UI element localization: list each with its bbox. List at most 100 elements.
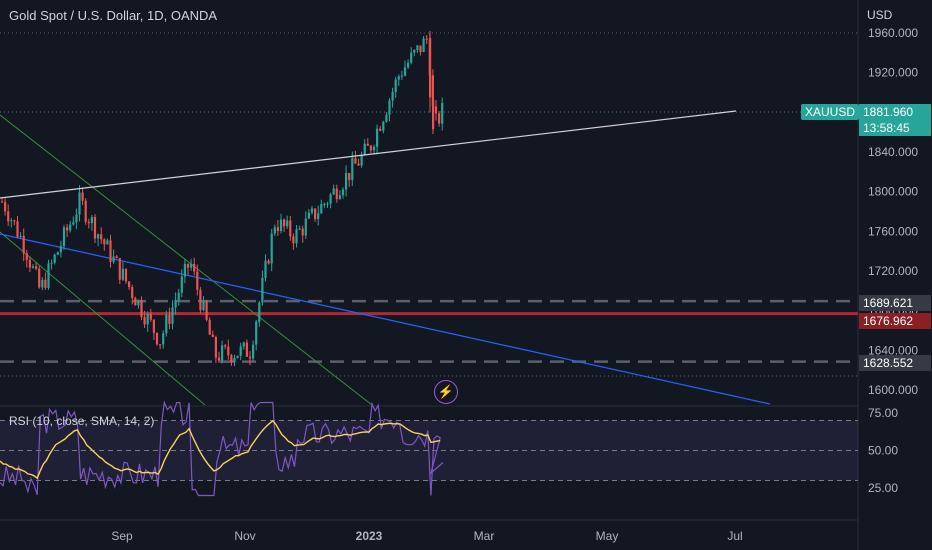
candle-body <box>124 268 128 282</box>
candle-body <box>115 256 118 259</box>
candle-body <box>53 254 56 263</box>
candle-body <box>140 300 143 317</box>
candle-body <box>16 221 19 237</box>
rsi-ma-line <box>0 419 441 480</box>
currency-label: USD <box>867 8 893 22</box>
lightning-icon[interactable]: ⚡ <box>434 380 458 404</box>
candle-body <box>177 292 180 301</box>
candle-body <box>230 355 233 363</box>
candles-group <box>0 31 444 367</box>
candle-body <box>348 172 351 181</box>
candle-body <box>236 355 239 358</box>
candle-body <box>310 208 314 213</box>
candle-body <box>221 345 224 361</box>
candle-body <box>19 235 22 237</box>
candle-body <box>214 336 217 358</box>
candle-body <box>149 313 152 320</box>
candle-body <box>227 346 230 356</box>
candle-body <box>332 188 335 195</box>
candle-body <box>329 194 332 204</box>
candle-body <box>66 227 69 231</box>
candle-body <box>97 234 100 239</box>
channel-lower-line <box>0 231 206 406</box>
candle-body <box>400 75 403 77</box>
candle-body <box>205 301 208 320</box>
candle-body <box>354 158 357 164</box>
candle-body <box>357 163 360 166</box>
time-axis-label: Jul <box>727 529 742 543</box>
candle-body <box>407 62 410 68</box>
candle-body <box>376 128 379 147</box>
price-tick-label: 1600.000 <box>868 383 918 397</box>
candle-body <box>441 103 444 124</box>
candle-body <box>190 264 193 268</box>
candle-body <box>59 246 62 253</box>
candle-body <box>62 227 66 247</box>
candle-body <box>193 264 196 272</box>
candle-body <box>388 100 391 115</box>
candle-body <box>242 342 245 347</box>
time-axis-label: Mar <box>474 529 495 543</box>
candle-body <box>403 67 407 76</box>
candle-body <box>261 277 264 303</box>
time-axis-label: May <box>596 529 619 543</box>
candle-body <box>13 220 16 222</box>
candle-body <box>47 263 50 288</box>
candle-body <box>103 239 106 245</box>
candle-body <box>35 266 38 269</box>
candle-body <box>434 106 438 114</box>
candle-body <box>90 217 93 224</box>
blue-trend-line <box>0 233 771 405</box>
white-trend-line <box>0 110 737 199</box>
candle-body <box>162 333 165 345</box>
candle-body <box>44 279 47 288</box>
candle-body <box>292 236 295 244</box>
candle-body <box>72 222 75 225</box>
candle-body <box>202 301 205 311</box>
candle-body <box>186 263 190 268</box>
candle-body <box>273 227 276 234</box>
candle-body <box>289 220 292 237</box>
candle-body <box>416 45 419 50</box>
candle-body <box>432 99 435 130</box>
level-tag-1689: 1689.621 <box>859 295 931 311</box>
candle-body <box>56 252 59 255</box>
candle-body <box>295 229 298 244</box>
candle-body <box>397 76 400 80</box>
candle-body <box>429 37 432 98</box>
candle-body <box>323 203 326 205</box>
candle-body <box>159 344 162 346</box>
candle-body <box>87 221 90 224</box>
candle-body <box>267 260 270 264</box>
candle-body <box>341 189 345 196</box>
rsi-line <box>0 400 444 497</box>
candle-body <box>84 200 87 222</box>
candle-body <box>38 268 41 288</box>
rsi-tick-label: 25.00 <box>868 481 898 495</box>
time-axis-label: Nov <box>234 529 255 543</box>
level-tag-1628: 1628.552 <box>859 355 931 371</box>
candle-body <box>168 314 171 324</box>
candle-body <box>7 211 10 222</box>
symbol-tag: XAUUSD <box>801 104 860 120</box>
candle-body <box>301 228 304 236</box>
rsi-indicator-label[interactable]: RSI (10, close, SMA, 14, 2) <box>9 414 155 428</box>
candle-body <box>304 218 307 236</box>
candle-body <box>0 201 4 203</box>
candle-body <box>431 75 434 107</box>
candle-body <box>425 38 428 40</box>
time-axis-label: Sep <box>111 529 133 543</box>
candle-body <box>174 300 177 308</box>
chart-title: Gold Spot / U.S. Dollar, 1D, OANDA <box>9 8 218 23</box>
candle-body <box>25 253 28 260</box>
price-tick-label: 1640.000 <box>868 343 918 357</box>
candle-body <box>199 289 202 311</box>
candle-body <box>369 145 372 151</box>
candle-body <box>155 332 159 345</box>
candle-body <box>128 281 131 288</box>
candle-body <box>112 256 115 263</box>
candle-body <box>41 279 44 288</box>
candle-body <box>410 52 413 63</box>
candle-body <box>4 201 7 212</box>
